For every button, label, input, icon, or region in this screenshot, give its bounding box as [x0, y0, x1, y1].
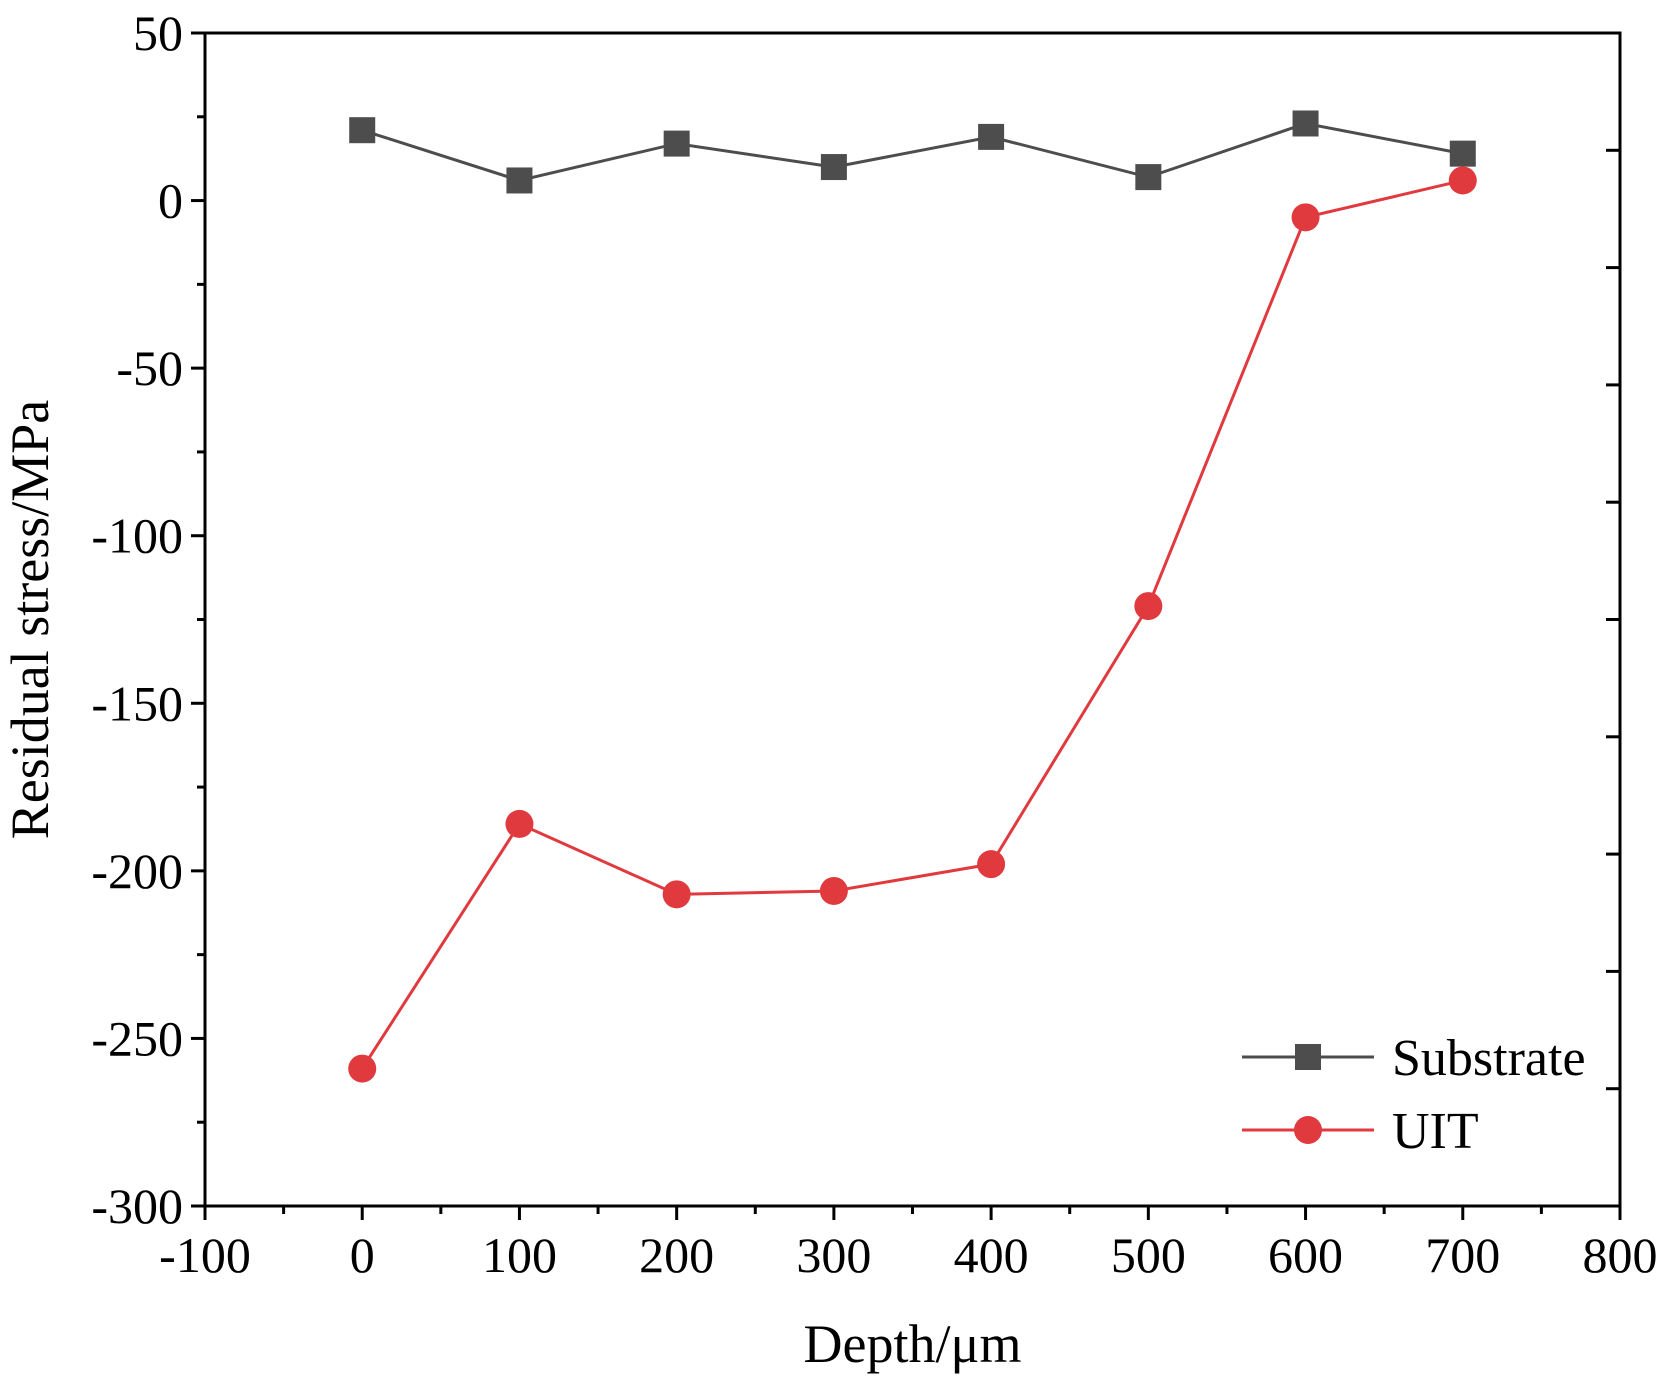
data-point-uit — [819, 876, 848, 905]
y-tick-label: 0 — [158, 173, 183, 229]
data-point-uit — [1291, 203, 1320, 232]
x-tick-label: -100 — [159, 1227, 251, 1283]
series-line-substrate — [361, 121, 1464, 183]
data-point-substrate — [1292, 110, 1319, 137]
data-point-uit — [662, 880, 691, 909]
y-tick-label: -100 — [91, 508, 183, 564]
data-point-substrate — [1449, 140, 1476, 167]
data-point-uit — [348, 1054, 377, 1083]
data-point-substrate — [978, 123, 1005, 150]
x-tick-label: 0 — [350, 1227, 375, 1283]
y-tick-label: -150 — [91, 675, 183, 731]
x-tick-label: 200 — [639, 1227, 714, 1283]
y-tick-label: 50 — [133, 5, 183, 61]
data-point-substrate — [820, 154, 847, 181]
legend-marker — [1295, 1044, 1321, 1070]
data-point-uit — [1448, 166, 1477, 195]
x-tick-label: 700 — [1425, 1227, 1500, 1283]
y-tick-label: -250 — [91, 1010, 183, 1066]
legend-marker — [1294, 1116, 1322, 1144]
series-uit — [348, 166, 1477, 1083]
x-tick-label: 100 — [482, 1227, 557, 1283]
x-axis-title: Depth/μm — [804, 1314, 1022, 1374]
y-tick-label: -50 — [116, 340, 183, 396]
x-tick-label: 300 — [796, 1227, 871, 1283]
data-point-substrate — [1135, 164, 1162, 191]
legend-label: UIT — [1392, 1103, 1479, 1160]
series-substrate — [349, 110, 1476, 194]
y-tick-label: -200 — [91, 843, 183, 899]
data-point-uit — [977, 850, 1006, 879]
data-point-substrate — [506, 167, 533, 194]
data-point-substrate — [349, 117, 376, 144]
legend-label: Substrate — [1392, 1030, 1586, 1087]
x-tick-label: 500 — [1111, 1227, 1186, 1283]
series-line-uit — [360, 179, 1464, 1070]
y-axis-title: Residual stress/MPa — [0, 400, 60, 840]
x-tick-label: 400 — [954, 1227, 1029, 1283]
y-tick-label: -300 — [91, 1178, 183, 1234]
data-point-substrate — [663, 130, 690, 157]
legend-item-substrate: Substrate — [1242, 1030, 1586, 1087]
legend-item-uit: UIT — [1242, 1103, 1479, 1160]
x-tick-label: 600 — [1268, 1227, 1343, 1283]
data-point-uit — [505, 809, 534, 838]
data-point-uit — [1134, 592, 1163, 621]
x-tick-label: 800 — [1583, 1227, 1658, 1283]
